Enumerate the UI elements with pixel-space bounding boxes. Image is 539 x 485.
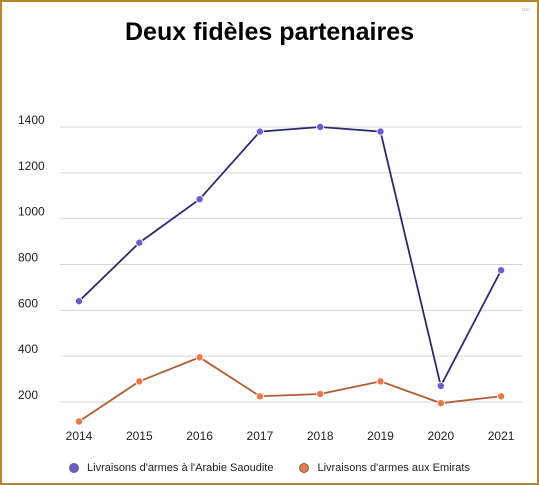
series-layer <box>75 123 506 426</box>
x-tick-label: 2016 <box>186 429 213 443</box>
x-tick-label: 2018 <box>307 429 334 443</box>
x-tick-label: 2019 <box>367 429 394 443</box>
y-tick-label: 200 <box>18 388 38 402</box>
legend-item-saudi[interactable]: Livraisons d'armes à l'Arabie Saoudite <box>69 462 273 474</box>
x-tick-label: 2014 <box>66 429 93 443</box>
series-line <box>78 126 502 389</box>
chart-title: Deux fidèles partenaires <box>124 18 414 46</box>
y-tick-label: 1400 <box>18 113 45 127</box>
window-control-icon[interactable]: ▫▫▫ <box>521 5 530 16</box>
data-point <box>316 389 325 398</box>
y-tick-label: 400 <box>18 342 38 356</box>
data-point <box>255 127 264 136</box>
legend: Livraisons d'armes à l'Arabie Saoudite L… <box>2 462 537 474</box>
x-tick-label: 2021 <box>488 429 515 443</box>
data-point <box>135 238 144 247</box>
data-point <box>497 266 506 275</box>
x-tick-label: 2017 <box>247 429 274 443</box>
data-point <box>135 377 144 386</box>
legend-label-saudi: Livraisons d'armes à l'Arabie Saoudite <box>87 462 274 474</box>
data-point <box>195 353 204 362</box>
y-tick-label: 1000 <box>18 205 45 219</box>
x-tick-label: 2020 <box>427 429 454 443</box>
series-line <box>78 356 502 423</box>
x-tick-label: 2015 <box>126 429 153 443</box>
data-point <box>376 127 385 136</box>
data-point <box>497 392 506 401</box>
data-point <box>436 381 445 390</box>
data-point <box>316 123 325 132</box>
y-tick-label: 1200 <box>18 159 45 173</box>
data-point <box>255 392 264 401</box>
x-axis: 2014 2015 2016 2017 2018 2019 2020 2021 <box>66 429 515 443</box>
data-point <box>75 297 84 306</box>
legend-label-emirates: Livraisons d'armes aux Emirats <box>317 462 470 474</box>
data-point <box>436 399 445 408</box>
data-point <box>376 377 385 386</box>
y-tick-label: 600 <box>18 296 38 310</box>
data-point <box>195 195 204 204</box>
y-axis: 200 400 600 800 1000 1200 1400 <box>18 113 45 402</box>
legend-marker-saudi-icon <box>69 463 80 473</box>
grid-layer <box>60 126 522 403</box>
data-point <box>75 417 84 426</box>
legend-marker-emirates-icon <box>299 463 310 473</box>
y-tick-label: 800 <box>18 251 38 265</box>
legend-item-emirates[interactable]: Livraisons d'armes aux Emirats <box>299 462 470 474</box>
